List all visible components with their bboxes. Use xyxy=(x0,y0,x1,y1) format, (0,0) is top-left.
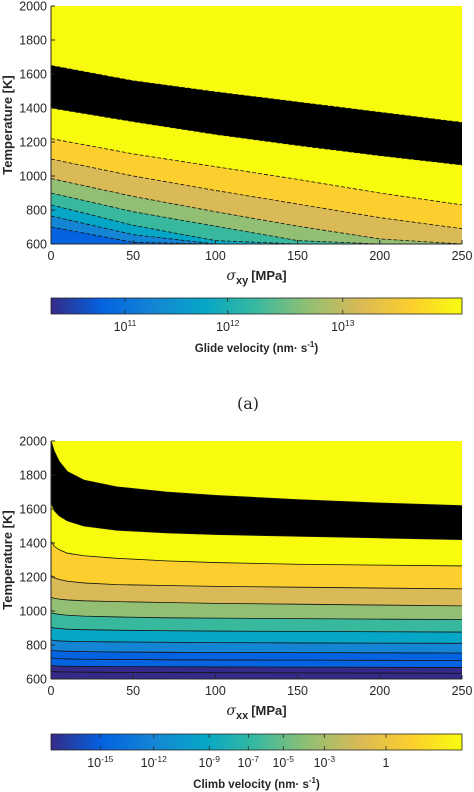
panel-b-y-tick-label: 1200 xyxy=(19,571,47,585)
panel-a-x-axis-label: σxy [MPa] xyxy=(226,268,286,287)
panel-b-y-tick-label: 2000 xyxy=(19,435,47,449)
panel-a-y-tick-label: 1400 xyxy=(19,102,47,116)
panel-a-contour-line xyxy=(51,178,462,244)
panel-b-contour-line xyxy=(51,502,462,540)
panel-a-contour-line xyxy=(51,158,462,230)
panel-b-x-tick-label: 250 xyxy=(452,684,473,698)
panel-a-contour-line xyxy=(51,107,462,166)
panel-a-contour-region xyxy=(51,204,462,244)
panel-a-x-tick-label: 150 xyxy=(287,249,308,263)
panel-b-colorbar-tick-label: 1 xyxy=(382,756,389,770)
panel-a-x-tick-label: 100 xyxy=(205,249,226,263)
panel-a-x-tick-label: 50 xyxy=(126,249,140,263)
panel-b-contour-line xyxy=(51,657,462,661)
panel-a-colorbar-tick-label: 1012 xyxy=(216,318,240,334)
panel-b-x-tick-label: 100 xyxy=(205,684,226,698)
panel-a-contour-region xyxy=(51,227,462,244)
panel-a-colorbar-label: Glide velocity (nm· s-1) xyxy=(195,340,319,355)
panel-a-y-tick-label: 600 xyxy=(26,238,47,252)
panel-b-contour-line xyxy=(51,626,462,633)
panel-b-colorbar-label: Climb velocity (nm· s-1) xyxy=(193,776,320,791)
panel-a-x-tick-label: 250 xyxy=(452,249,473,263)
panel-b-contour-line xyxy=(51,649,462,654)
panel-b-x-tick-label: 50 xyxy=(126,684,140,698)
panel-b-contour-line xyxy=(51,597,462,607)
panel-b-contour-line xyxy=(51,574,462,590)
panel-a-y-tick-label: 2000 xyxy=(19,0,47,14)
panel-b-y-tick-label: 1600 xyxy=(19,503,47,517)
panel-a-colorbar xyxy=(50,297,463,315)
panel-a-colorbar-tick-label: 1013 xyxy=(331,318,355,334)
panel-b-x-axis-label: σxx [MPa] xyxy=(226,703,286,722)
panel-a-y-tick-label: 1800 xyxy=(19,34,47,48)
panel-a-x-tick-label: 0 xyxy=(48,249,55,263)
panel-b-x-tick-label: 0 xyxy=(48,684,55,698)
panel-b-y-axis-label: Temperature [K] xyxy=(0,510,15,609)
panel-b-colorbar-tick-label: 10-3 xyxy=(314,754,336,770)
panel-b-colorbar-tick-label: 10-5 xyxy=(272,754,294,770)
panel-b-colorbar-tick-label: 10-12 xyxy=(141,754,167,770)
panel-b-contour-line xyxy=(51,670,462,674)
panel-a-y-tick-label: 800 xyxy=(26,204,47,218)
panel-b-colorbar-tick-label: 10-9 xyxy=(199,754,221,770)
panel-b-contour-line xyxy=(51,441,462,506)
panel-a-colorbar-tick-label: 1011 xyxy=(114,318,137,334)
panel-a-caption: (a) xyxy=(237,394,259,413)
panel-b-y-tick-label: 1800 xyxy=(19,469,47,483)
panel-b-x-tick-label: 200 xyxy=(369,684,390,698)
panel-b-contour-line xyxy=(51,612,462,620)
panel-a-contour-line xyxy=(51,65,462,123)
panel-a-contour-plot: 0 50 100 150 200 250 600 800 1000 1200 1400 1600 180… xyxy=(0,0,472,355)
panel-a-contour-line xyxy=(51,226,462,244)
panel-b-contour-line xyxy=(51,541,462,567)
panel-b-y-tick-label: 1400 xyxy=(19,537,47,551)
panel-b-colorbar-tick-label: 10-15 xyxy=(87,754,113,770)
panel-b-y-tick-label: 600 xyxy=(26,673,47,687)
panel-b-colorbar xyxy=(50,733,463,751)
panel-a-y-axis-label: Temperature [K] xyxy=(0,75,15,174)
panel-b-contour-plot: 0 50 100 150 200 250 600 800 1000 1200 1400 1600 180… xyxy=(0,435,472,792)
panel-b-colorbar-tick-label: 10-7 xyxy=(238,754,260,770)
panel-a-contour-line xyxy=(51,138,462,206)
panel-b-x-tick-label: 150 xyxy=(287,684,308,698)
panel-a-y-tick-label: 1600 xyxy=(19,68,47,82)
panel-a-y-tick-label: 1000 xyxy=(19,170,47,184)
panel-b-y-tick-label: 800 xyxy=(26,639,47,653)
panel-b-y-tick-label: 1000 xyxy=(19,605,47,619)
panel-b-contour-line xyxy=(51,665,462,668)
panel-a-x-tick-label: 200 xyxy=(369,249,390,263)
panel-a-y-tick-label: 1200 xyxy=(19,136,47,150)
panel-b-contour-line xyxy=(51,639,462,644)
